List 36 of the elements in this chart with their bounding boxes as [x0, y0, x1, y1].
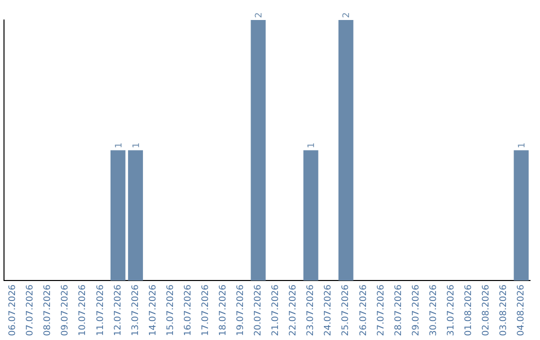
x-tick-label: 21.07.2026 [271, 284, 282, 336]
x-tick-label: 28.07.2026 [394, 284, 404, 336]
x-tick-label: 17.07.2026 [200, 284, 211, 336]
x-tick-label: 27.07.2026 [376, 284, 386, 336]
x-tick-label: 03.08.2026 [499, 284, 510, 336]
x-tick-label: 29.07.2026 [411, 284, 422, 336]
x-tick-label: 24.07.2026 [324, 284, 334, 336]
x-tick-label: 02.08.2026 [482, 284, 492, 336]
x-tick-label: 19.07.2026 [236, 284, 246, 336]
data-label: 1 [518, 142, 528, 148]
x-tick-label: 26.07.2026 [358, 284, 369, 336]
x-tick-label: 20.07.2026 [254, 284, 264, 336]
x-tick-label: 22.07.2026 [288, 284, 299, 336]
x-tick-label: 16.07.2026 [183, 284, 194, 336]
data-label: 1 [307, 142, 318, 148]
data-label: 1 [114, 142, 124, 148]
x-tick-label: 14.07.2026 [148, 284, 158, 336]
x-tick-label: 13.07.2026 [130, 284, 141, 336]
x-tick-label: 30.07.2026 [428, 284, 439, 336]
x-tick-label: 11.07.2026 [96, 284, 106, 336]
x-tick-label: 01.08.2026 [464, 284, 474, 336]
x-tick-label: 06.07.2026 [8, 284, 18, 336]
x-tick-label: 15.07.2026 [166, 284, 176, 336]
x-tick-label: 07.07.2026 [26, 284, 36, 336]
x-tick-label: 25.07.2026 [341, 284, 352, 336]
x-tick-label: 31.07.2026 [446, 284, 456, 336]
x-tick-label: 09.07.2026 [60, 284, 71, 336]
x-tick-label: 18.07.2026 [218, 284, 229, 336]
x-tick-label: 10.07.2026 [78, 284, 88, 336]
x-tick-label: 12.07.2026 [113, 284, 124, 336]
data-label: 2 [254, 12, 265, 18]
data-label: 2 [342, 12, 352, 18]
x-tick-label: 04.08.2026 [516, 284, 527, 336]
x-tick-label: 08.07.2026 [43, 284, 54, 336]
data-label: 1 [132, 142, 142, 148]
x-tick-label: 23.07.2026 [306, 284, 316, 336]
